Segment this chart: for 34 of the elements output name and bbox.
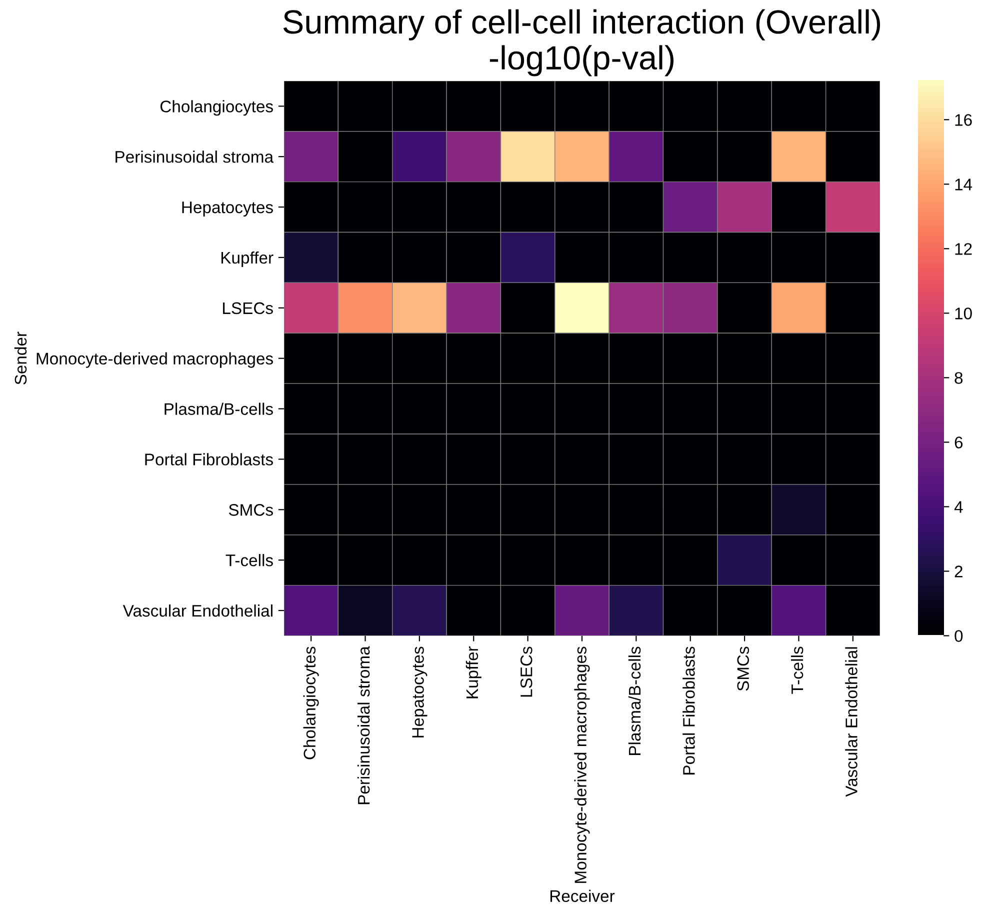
color-bar-label: 12 (955, 243, 972, 255)
x-tick-label: Monocyte-derived macrophages (574, 646, 590, 883)
y-tick-label: Kupffer (221, 251, 274, 267)
y-tick-label: SMCs (228, 504, 273, 516)
y-tick-label: Portal Fibroblasts (145, 453, 273, 466)
color-bar-label: 8 (954, 372, 963, 384)
chart-title: Summary of cell-cell interaction (Overall) (283, 9, 880, 40)
y-tick-label: LSECs (223, 302, 273, 314)
y-tick-label: Plasma/B-cells (164, 402, 273, 415)
x-tick-label: Hepatocytes (412, 646, 428, 738)
chart-subtitle: -log10(p-val) (490, 45, 674, 76)
y-tick-label: Perisinusoidal stroma (116, 150, 274, 163)
x-tick-label: Kupffer (466, 646, 482, 698)
x-axis-title: Receiver (550, 890, 615, 902)
x-tick-label: Portal Fibroblasts (682, 646, 695, 774)
color-bar-label: 2 (954, 566, 962, 578)
x-tick-label: Vascular Endothelial (845, 647, 858, 797)
color-bar-label: 4 (954, 501, 963, 513)
color-bar-label: 10 (955, 308, 972, 320)
color-bar-label: 14 (955, 178, 972, 190)
color-bar-label: 16 (955, 114, 972, 126)
y-tick-label: Vascular Endothelial (122, 604, 272, 617)
y-tick-label: T-cells (226, 554, 273, 566)
y-tick-label: Hepatocytes (182, 202, 273, 217)
x-tick-label: Plasma/B-cells (628, 646, 641, 755)
color-bar-label: 6 (954, 436, 963, 448)
x-tick-label: Perisinusoidal stroma (357, 646, 370, 804)
x-tick-label: SMCs (737, 646, 750, 691)
x-tick-label: LSECs (520, 646, 532, 697)
x-tick-label: T-cells (790, 646, 804, 694)
y-tick-label: Cholangiocytes (160, 100, 273, 116)
y-tick-label: Monocyte-derived macrophages (36, 352, 273, 368)
color-bar-label: 0 (954, 630, 963, 642)
y-axis-title: Sender (14, 332, 27, 384)
